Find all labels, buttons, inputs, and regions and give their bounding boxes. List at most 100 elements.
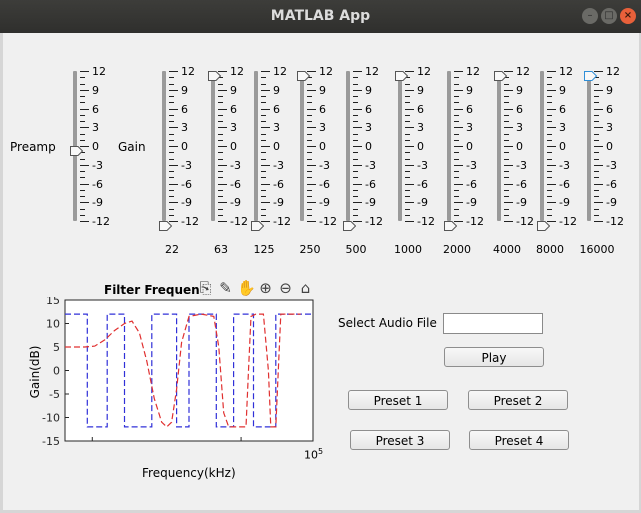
slider-track-band-4000[interactable]	[497, 71, 501, 221]
slider-tick	[169, 108, 178, 110]
slider-tick-label: -3	[92, 158, 103, 172]
slider-tick	[353, 108, 362, 110]
brush-icon[interactable]: ✎	[219, 279, 232, 297]
slider-tick	[218, 146, 227, 147]
slider-tick-label: -9	[417, 196, 428, 210]
home-icon[interactable]: ⌂	[300, 279, 311, 297]
slider-tick	[504, 127, 513, 129]
slider-thumb-band-63[interactable]	[208, 66, 222, 81]
window-titlebar[interactable]: MATLAB App – □ ×	[0, 0, 641, 33]
slider-thumb-band-250[interactable]	[297, 66, 311, 81]
slider-tick	[261, 133, 266, 135]
slider-thumb-band-125[interactable]	[251, 216, 265, 231]
slider-tick	[405, 158, 410, 160]
slider-tick	[353, 202, 362, 204]
slider-tick	[353, 164, 362, 166]
slider-tick	[261, 139, 266, 141]
close-icon[interactable]: ×	[620, 8, 636, 24]
slider-tick-label: 3	[365, 121, 372, 135]
slider-tick	[594, 96, 599, 97]
slider-tick	[547, 96, 552, 97]
slider-track-band-63[interactable]	[211, 71, 215, 221]
slider-track-band-125[interactable]	[254, 71, 258, 221]
preset-1-button[interactable]: Preset 1	[348, 390, 448, 410]
slider-tick	[504, 202, 513, 204]
export-icon[interactable]: ⎘	[199, 279, 212, 297]
slider-tick	[307, 133, 312, 135]
slider-tick-label: 12	[92, 65, 106, 78]
slider-track-band-16000[interactable]	[587, 71, 591, 221]
slider-tick-label: 0	[273, 140, 280, 153]
slider-track-band-8000[interactable]	[540, 71, 544, 221]
slider-tick	[504, 189, 509, 191]
plot-ylabel: Gain(dB)	[28, 345, 42, 399]
audio-file-input[interactable]	[443, 313, 543, 334]
slider-tick-label: 9	[516, 83, 523, 97]
slider-tick-label: 12	[417, 65, 431, 78]
slider-tick-label: -6	[92, 177, 103, 191]
preset-4-button[interactable]: Preset 4	[469, 430, 569, 450]
slider-tick	[454, 221, 463, 222]
slider-tick	[307, 171, 312, 172]
slider-tick	[454, 189, 459, 191]
maximize-icon[interactable]: □	[601, 8, 617, 24]
slider-tick-label: 9	[365, 83, 372, 97]
slider-track-band-250[interactable]	[300, 71, 304, 221]
slider-tick	[307, 89, 316, 91]
slider-tick	[353, 127, 362, 129]
slider-tick-label: 6	[92, 102, 99, 116]
slider-tick	[261, 108, 270, 110]
slider-tick	[307, 183, 316, 185]
slider-tick	[547, 71, 556, 72]
y-tick-label: 5	[53, 341, 60, 354]
slider-tick-label: 0	[516, 140, 523, 153]
zoom-in-icon[interactable]: ⊕	[259, 279, 272, 297]
slider-tick	[594, 114, 599, 116]
slider-tick	[454, 83, 459, 85]
slider-tick	[504, 71, 513, 72]
preset-2-button[interactable]: Preset 2	[468, 390, 568, 410]
slider-tick-label: 12	[365, 65, 379, 78]
series-line-blue	[65, 313, 313, 428]
slider-track-band-2000[interactable]	[447, 71, 451, 221]
slider-track-band-1000[interactable]	[398, 71, 402, 221]
slider-tick	[307, 139, 312, 141]
slider-tick	[261, 221, 270, 222]
slider-thumb-band-500[interactable]	[343, 216, 357, 231]
slider-track-band-500[interactable]	[346, 71, 350, 221]
slider-tick-label: 0	[230, 140, 237, 153]
slider-tick	[454, 152, 459, 154]
slider-tick	[547, 164, 556, 166]
slider-tick	[454, 146, 463, 147]
slider-tick	[218, 77, 223, 79]
slider-thumb-band-2000[interactable]	[444, 216, 458, 231]
slider-tick-label: 12	[181, 65, 195, 78]
slider-tick	[169, 221, 178, 222]
slider-thumb-band-8000[interactable]	[537, 216, 551, 231]
slider-tick-label: -9	[365, 196, 376, 210]
slider-track-band-22[interactable]	[162, 71, 166, 221]
slider-tick-label: 12	[466, 65, 480, 78]
slider-tick	[594, 214, 599, 216]
slider-thumb-band-1000[interactable]	[395, 66, 409, 81]
slider-tick-label: 6	[559, 102, 566, 116]
preamp-label: Preamp	[10, 140, 56, 154]
slider-tick	[405, 164, 414, 166]
slider-tick	[594, 127, 603, 129]
slider-tick	[353, 146, 362, 147]
slider-tick	[405, 114, 410, 116]
slider-thumb-preamp[interactable]	[70, 141, 84, 156]
minimize-icon[interactable]: –	[582, 8, 598, 24]
slider-tick-label: -12	[559, 215, 577, 228]
slider-thumb-band-22[interactable]	[159, 216, 173, 231]
zoom-out-icon[interactable]: ⊖	[279, 279, 292, 297]
slider-tick	[261, 96, 266, 97]
pan-hand-icon[interactable]: ✋	[237, 279, 256, 297]
slider-thumb-band-16000[interactable]	[584, 66, 598, 81]
preset-3-button[interactable]: Preset 3	[350, 430, 450, 450]
slider-tick	[504, 133, 509, 135]
slider-thumb-band-4000[interactable]	[494, 66, 508, 81]
slider-tick-label: 6	[230, 102, 237, 116]
play-button[interactable]: Play	[444, 347, 544, 367]
